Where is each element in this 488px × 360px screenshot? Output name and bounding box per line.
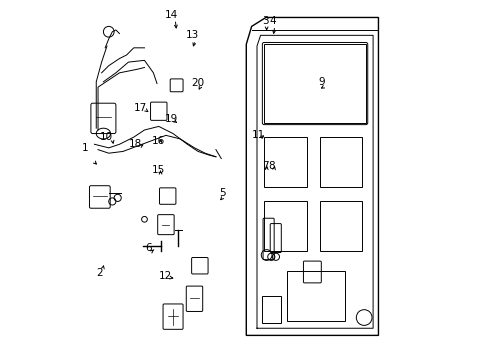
Text: 20: 20 [190,78,203,88]
Text: 2: 2 [96,268,103,278]
Text: 6: 6 [145,243,152,253]
Text: 5: 5 [219,188,225,198]
Text: 18: 18 [129,139,142,149]
Text: 10: 10 [99,132,112,142]
Text: 19: 19 [164,113,178,123]
Text: 3: 3 [262,16,268,26]
Text: 7: 7 [262,161,268,171]
Text: 13: 13 [186,30,199,40]
Text: 15: 15 [151,165,164,175]
Text: 12: 12 [158,271,171,282]
Text: 1: 1 [81,143,88,153]
Bar [264,137,306,187]
Text: 17: 17 [133,103,146,113]
Bar [261,296,281,323]
Text: 11: 11 [251,130,264,140]
Text: 14: 14 [164,10,178,20]
Bar [287,271,344,321]
Text: 9: 9 [317,77,324,87]
Bar [264,202,306,251]
Text: 16: 16 [151,136,164,147]
Text: 8: 8 [268,161,274,171]
Bar [319,202,362,251]
Bar [264,44,365,123]
Bar [319,137,362,187]
Text: 4: 4 [268,16,275,26]
